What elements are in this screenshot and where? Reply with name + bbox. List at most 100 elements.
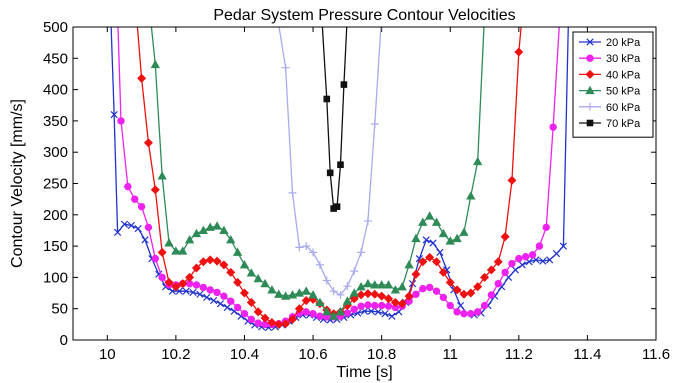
data-point (343, 282, 352, 291)
y-tick-label: 100 (43, 269, 68, 286)
data-point (342, 296, 353, 305)
data-point (390, 297, 400, 307)
y-tick-label: 450 (43, 50, 68, 67)
data-point (340, 81, 348, 88)
series-5 (321, 27, 348, 212)
data-point (137, 202, 146, 211)
data-point (357, 302, 365, 310)
data-point (281, 319, 291, 329)
data-point (404, 260, 414, 269)
chart-title: Pedar System Pressure Contour Velocities (213, 7, 515, 24)
data-point (370, 289, 380, 299)
data-point (349, 288, 359, 297)
data-point (196, 290, 204, 298)
data-point (322, 307, 332, 316)
data-point (267, 317, 277, 327)
legend-label: 50 kPa (606, 86, 641, 98)
data-point (508, 259, 516, 268)
legend-label: 60 kPa (606, 102, 641, 114)
legend-marker (586, 119, 594, 127)
data-point (223, 303, 231, 312)
data-point (411, 269, 421, 279)
data-point (302, 308, 310, 316)
data-point (333, 203, 341, 210)
data-point (539, 257, 547, 265)
data-point (143, 138, 153, 148)
data-point (374, 308, 382, 316)
data-point (131, 195, 139, 203)
data-point (370, 280, 380, 289)
data-point (363, 217, 372, 226)
x-tick-label: 11.4 (573, 346, 601, 363)
data-point (546, 256, 554, 264)
legend-entry: 50 kPa (579, 86, 641, 98)
data-point (487, 291, 496, 299)
data-point (178, 246, 188, 255)
y-tick-label: 400 (43, 82, 68, 99)
y-tick-label: 500 (43, 19, 68, 36)
data-point (280, 291, 291, 300)
data-point (439, 293, 448, 302)
legend-label: 40 kPa (606, 69, 641, 81)
legend-label: 70 kPa (606, 118, 641, 130)
data-point (438, 228, 449, 238)
data-point (456, 301, 465, 310)
data-point (388, 312, 396, 320)
series-4 (278, 27, 382, 299)
data-point (309, 310, 317, 318)
data-point (150, 59, 160, 69)
data-point (363, 289, 373, 299)
data-point (323, 95, 331, 103)
data-point (281, 63, 290, 72)
legend-entry: 40 kPa (579, 69, 641, 81)
x-tick-label: 10.8 (367, 346, 396, 363)
data-point (150, 185, 160, 195)
x-tick-label: 11 (442, 346, 458, 363)
data-point (357, 248, 366, 257)
data-point (287, 290, 298, 299)
data-point (134, 224, 142, 233)
data-point (383, 294, 394, 304)
data-point (494, 279, 502, 288)
y-tick-label: 300 (43, 144, 68, 161)
plot-frame (72, 26, 657, 341)
data-point (220, 292, 228, 300)
data-point (436, 248, 444, 256)
data-point (460, 310, 468, 318)
data-point (404, 291, 414, 301)
data-point (295, 243, 304, 252)
data-point (178, 279, 188, 289)
data-point (302, 242, 311, 251)
y-tick-label: 350 (43, 113, 68, 130)
data-point (171, 282, 181, 292)
data-point (120, 220, 129, 228)
data-point (542, 223, 550, 232)
data-point (199, 283, 208, 292)
data-point (425, 283, 434, 292)
data-point (412, 290, 420, 299)
data-point (514, 47, 524, 57)
data-point (227, 297, 235, 305)
data-point (254, 319, 262, 327)
series-3 (150, 27, 485, 320)
data-point (226, 235, 236, 244)
y-tick-label: 50 (51, 301, 68, 318)
data-point (240, 310, 249, 318)
data-point (209, 296, 218, 305)
data-point (239, 288, 249, 298)
data-point (329, 287, 338, 296)
series-2 (136, 27, 524, 329)
data-point (363, 278, 373, 288)
data-point (376, 280, 387, 289)
data-point (315, 297, 325, 306)
data-point (429, 239, 437, 247)
data-point (425, 252, 435, 262)
data-point (212, 221, 222, 230)
data-point (419, 284, 427, 293)
data-point (127, 221, 135, 230)
series-layer (110, 27, 569, 332)
data-point (309, 248, 318, 257)
legend-label: 30 kPa (606, 53, 641, 65)
data-point (232, 247, 243, 256)
data-point (260, 313, 270, 323)
